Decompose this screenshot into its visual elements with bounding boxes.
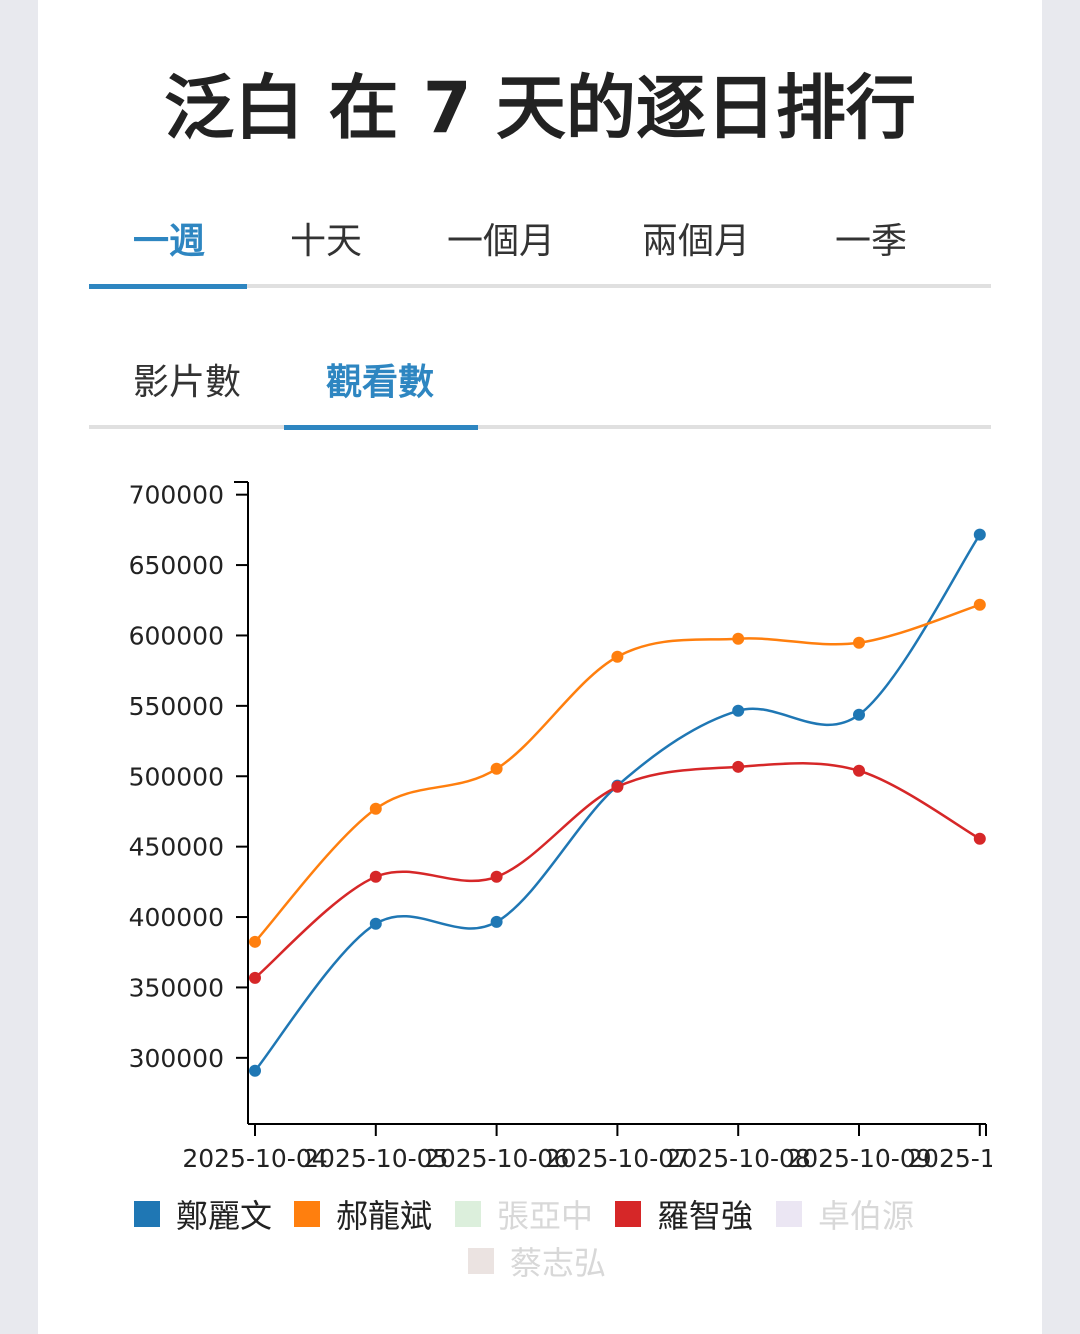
x-tick-label: 2025-10-07: [545, 1144, 690, 1173]
range-tab[interactable]: 一週: [133, 221, 206, 262]
data-point: [732, 704, 745, 717]
data-point: [853, 708, 865, 721]
range-tab[interactable]: 兩個月: [642, 221, 751, 262]
legend-swatch: [294, 1201, 320, 1227]
data-point: [973, 528, 986, 541]
data-point: [732, 760, 745, 773]
data-point: [249, 971, 261, 984]
range-tab[interactable]: 一季: [835, 221, 908, 262]
data-point: [853, 764, 865, 777]
data-point: [611, 780, 624, 793]
legend-label[interactable]: 羅智強: [657, 1197, 753, 1235]
metric-tab[interactable]: 影片數: [133, 362, 242, 403]
data-point: [490, 870, 503, 883]
data-point: [973, 832, 986, 845]
active-tab-indicator: [89, 284, 247, 289]
data-point: [249, 935, 261, 948]
y-tick-label: 650000: [129, 551, 224, 580]
legend-label[interactable]: 蔡志弘: [510, 1244, 606, 1282]
y-tick-label: 450000: [129, 833, 224, 862]
y-tick-label: 600000: [129, 621, 224, 650]
data-point: [369, 870, 382, 883]
legend-label[interactable]: 郝龍斌: [336, 1197, 432, 1235]
x-tick-label: 2025-10-09: [786, 1144, 931, 1173]
data-point: [369, 802, 382, 815]
panel: [38, 0, 1042, 1334]
y-tick-label: 350000: [129, 973, 224, 1002]
data-point: [249, 1064, 261, 1077]
legend-swatch: [615, 1201, 641, 1227]
legend-swatch: [134, 1201, 160, 1227]
x-tick-label: 2025-10-04: [182, 1144, 327, 1173]
x-tick-label: 2025-10-05: [303, 1144, 448, 1173]
series-line: [254, 533, 981, 1072]
data-point: [490, 762, 503, 775]
legend-swatch: [776, 1201, 802, 1227]
legend-label[interactable]: 鄭麗文: [176, 1197, 272, 1235]
x-labels: 2025-10-042025-10-052025-10-062025-10-07…: [182, 1144, 1052, 1173]
x-tick-label: 2025-10-08: [666, 1144, 811, 1173]
data-point: [973, 598, 986, 611]
legend-swatch: [468, 1248, 494, 1274]
y-tick-label: 700000: [129, 481, 224, 510]
y-tick-label: 550000: [129, 692, 224, 721]
y-tick-label: 300000: [129, 1044, 224, 1073]
y-tick-label: 400000: [129, 903, 224, 932]
legend-label[interactable]: 張亞中: [497, 1197, 593, 1235]
page-title: 泛白 在 7 天的逐日排行: [164, 67, 916, 149]
metric-tab[interactable]: 觀看數: [326, 362, 435, 403]
series-line: [254, 762, 981, 979]
x-tick-label: 2025-10-06: [424, 1144, 569, 1173]
y-tick-label: 500000: [129, 762, 224, 791]
data-point: [732, 632, 745, 645]
active-tab-indicator: [284, 425, 478, 430]
range-tab[interactable]: 十天: [290, 221, 363, 262]
legend-label[interactable]: 卓伯源: [818, 1197, 914, 1235]
data-point: [369, 917, 382, 930]
x-tick-label: 2025-10-10: [907, 1144, 1052, 1173]
data-point: [490, 915, 503, 928]
range-tab[interactable]: 一個月: [447, 221, 556, 262]
legend-swatch: [455, 1201, 481, 1227]
data-point: [611, 650, 624, 663]
tab-track: [89, 284, 991, 288]
tab-track: [89, 425, 991, 429]
data-point: [853, 636, 865, 649]
